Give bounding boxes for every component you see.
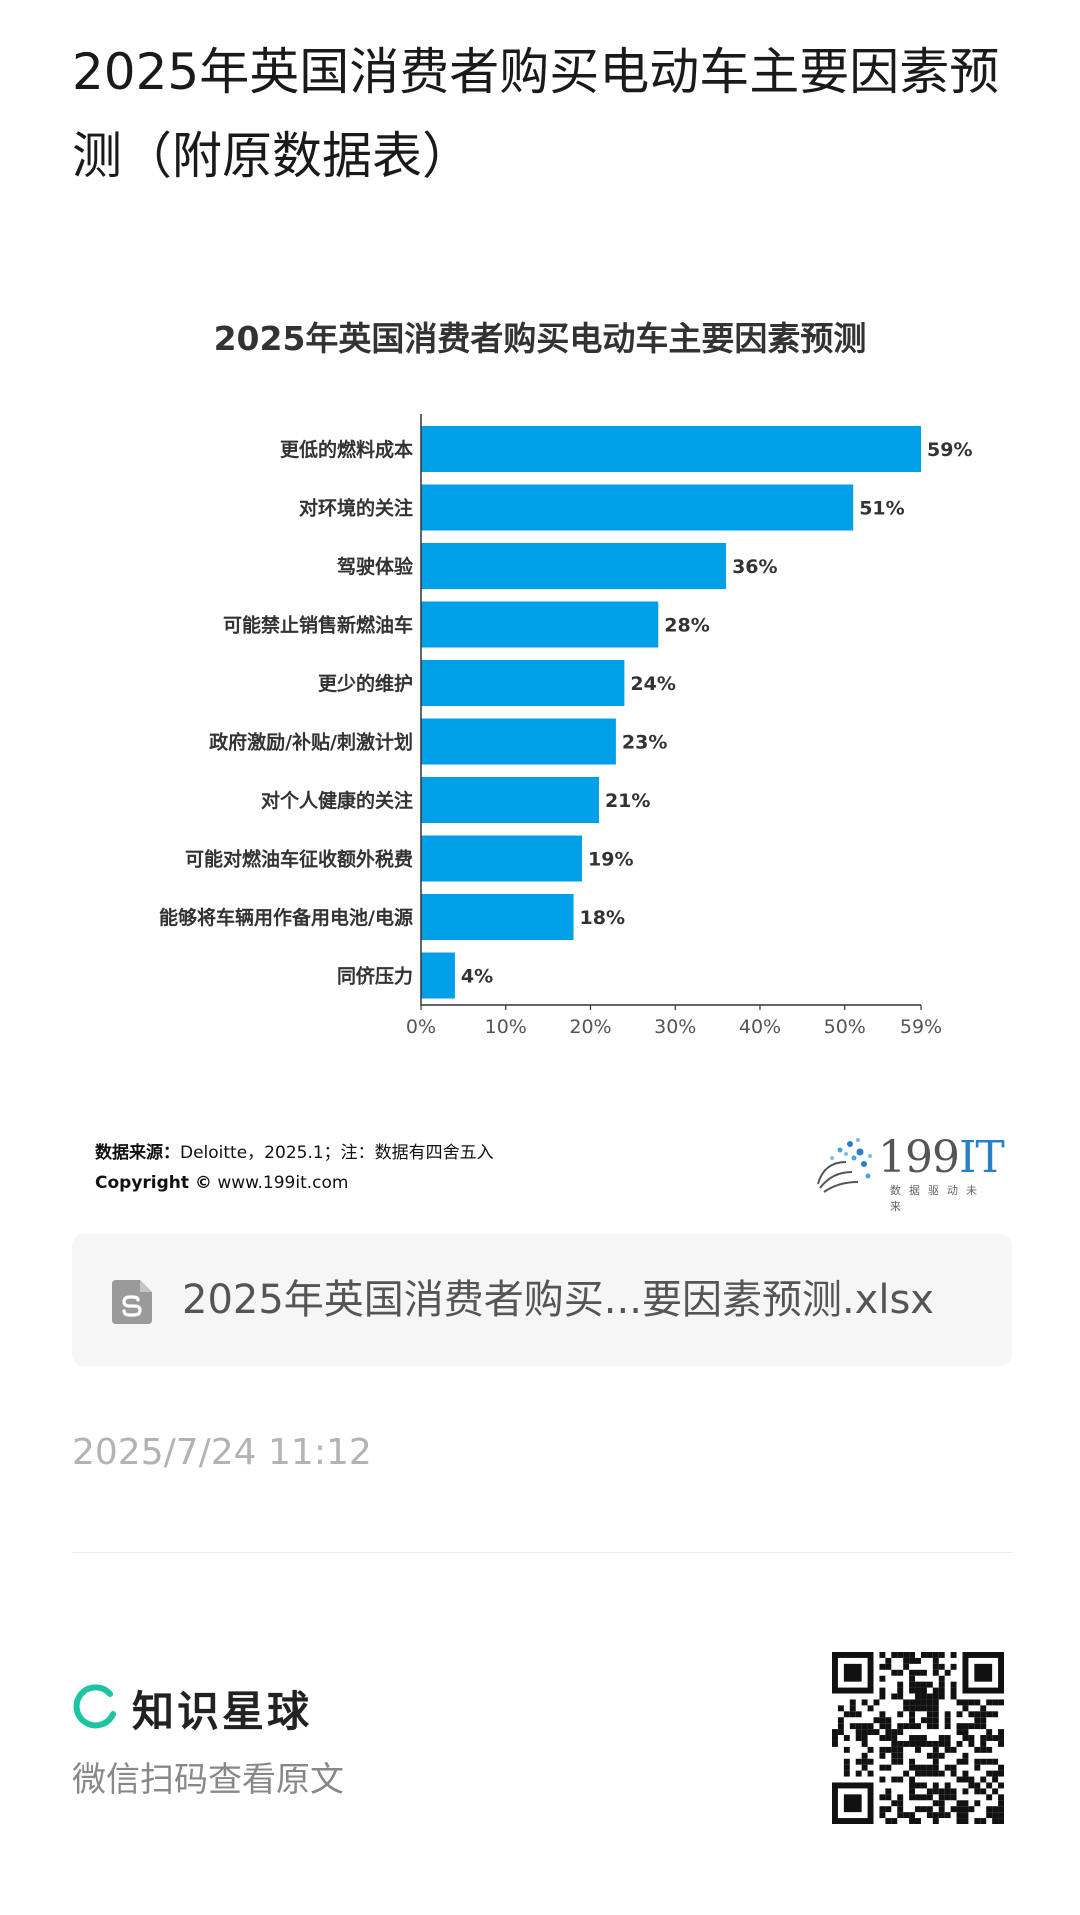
bar [421,601,659,648]
bar [421,835,583,882]
data-label: 4% [461,966,493,988]
scan-hint: 微信扫码查看原文 [72,1760,344,1800]
brand-tagline: 数据驱动未来 [890,1184,985,1213]
zsxq-logo-icon [73,1684,116,1729]
category-label: 对环境的关注 [299,497,413,520]
x-tick-label: 0% [406,1016,436,1038]
data-label: 24% [630,673,675,695]
x-tick-label: 50% [824,1016,866,1038]
data-label: 19% [588,849,633,871]
x-tick-label: 40% [739,1016,781,1038]
bar [421,894,574,940]
data-label: 23% [622,732,667,754]
category-label: 对个人健康的关注 [261,789,413,812]
brand-logo: 199IT 数据驱动未来 [812,1128,1005,1213]
bar [421,952,455,999]
sheet-file-icon [112,1280,152,1324]
divider [72,1552,1012,1553]
bar [421,484,854,531]
bar [421,718,616,765]
copyright-url: www.199it.com [217,1173,349,1193]
data-label: 36% [732,556,777,578]
source-label: 数据来源： [95,1143,180,1163]
data-label: 59% [927,439,972,461]
copyright-label: Copyright © [95,1173,212,1193]
bar [421,543,727,589]
x-tick-label: 59% [900,1016,942,1038]
category-label: 更低的燃料成本 [280,438,413,461]
data-label: 28% [664,615,709,637]
bar [421,660,625,706]
chart-title: 2025年英国消费者购买电动车主要因素预测 [213,319,867,358]
page-title: 2025年英国消费者购买电动车主要因素预测（附原数据表） [72,43,1000,185]
category-label: 政府激励/补贴/刺激计划 [209,731,413,754]
x-tick-label: 20% [569,1016,611,1038]
source-text: Deloitte，2025.1；注：数据有四舍五入 [180,1143,494,1163]
bar [421,777,599,823]
category-label: 更少的维护 [318,672,413,695]
data-label: 18% [580,907,625,929]
qr-code-icon[interactable] [832,1652,1004,1824]
bar [421,426,921,472]
category-label: 可能对燃油车征收额外税费 [185,848,413,871]
x-tick-label: 10% [485,1016,527,1038]
data-source: 数据来源：Deloitte，2025.1；注：数据有四舍五入 Copyright… [95,1138,494,1198]
category-label: 同侪压力 [337,965,413,988]
app-name: 知识星球 [132,1687,313,1736]
brand-number-text: 199 [878,1132,960,1183]
bar-chart-plot: 更低的燃料成本 59% 对环境的关注 51% 驾驶体验 36% 可能禁止销售新燃油车 28% 更… [159,414,972,1038]
x-tick-label: 30% [654,1016,696,1038]
attachment-card[interactable]: 2025年英国消费者购买...要因素预测.xlsx [72,1234,1012,1366]
brand-number: 199IT [878,1132,1005,1183]
post-timestamp: 2025/7/24 11:12 [72,1432,372,1473]
attachment-file-name[interactable]: 2025年英国消费者购买...要因素预测.xlsx [182,1277,934,1323]
chart: 2025年英国消费者购买电动车主要因素预测 更低的燃料成本 59% 对环境的关注 51… [72,300,1008,1060]
category-label: 驾驶体验 [337,555,414,578]
category-label: 可能禁止销售新燃油车 [223,614,413,637]
dandelion-logo-icon [817,1138,872,1193]
data-label: 51% [859,498,904,520]
data-label: 21% [605,790,650,812]
category-label: 能够将车辆用作备用电池/电源 [159,906,413,929]
brand-suffix: IT [958,1132,1005,1183]
